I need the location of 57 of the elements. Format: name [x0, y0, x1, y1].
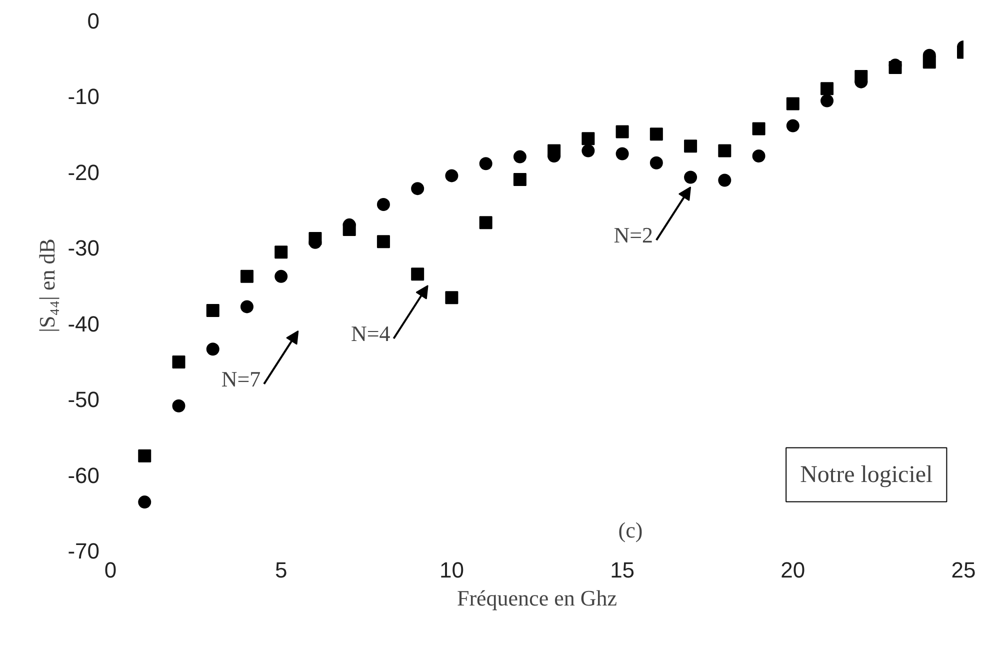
point [786, 119, 800, 132]
point [138, 449, 152, 462]
point [582, 144, 595, 158]
point [376, 198, 390, 211]
point [684, 140, 698, 153]
point [513, 173, 526, 186]
y-tick-label: -70 [68, 538, 100, 564]
annotation: N=4 [350, 321, 390, 346]
y-tick-label: -20 [68, 160, 100, 185]
point [411, 268, 424, 281]
point [513, 150, 526, 164]
point [411, 182, 424, 196]
y-axis-title: |S₄₄| en dB [34, 238, 60, 332]
x-tick-label: 10 [439, 558, 464, 582]
point [582, 132, 595, 146]
point [616, 147, 629, 160]
x-tick-label: 15 [610, 558, 635, 582]
y-tick-label: -50 [68, 387, 100, 412]
point [445, 169, 458, 182]
annotation: Notre logiciel [800, 462, 934, 488]
point [752, 150, 766, 163]
point [445, 291, 458, 304]
point [479, 157, 492, 170]
point [240, 300, 254, 314]
point [616, 125, 629, 138]
point [376, 235, 390, 248]
point [820, 94, 834, 108]
y-tick-label: 0 [87, 8, 100, 34]
point [650, 156, 663, 170]
annotation: (c) [618, 518, 643, 542]
point [752, 122, 766, 136]
point [479, 216, 492, 230]
annotation: N=2 [614, 222, 654, 248]
y-tick-label: -10 [68, 84, 100, 110]
point [240, 270, 254, 283]
point [718, 144, 732, 158]
x-tick-label: 5 [274, 558, 288, 582]
point [206, 342, 220, 356]
point [786, 97, 800, 110]
point [138, 496, 152, 509]
x-tick-label: 25 [951, 558, 976, 582]
x-tick-label: 0 [104, 558, 117, 582]
point [820, 82, 834, 96]
point [274, 246, 288, 259]
point [274, 270, 288, 283]
point [172, 399, 186, 412]
point [206, 304, 220, 317]
y-tick-label: -30 [68, 236, 100, 261]
point [172, 355, 186, 368]
x-axis-title: Fréquence en Ghz [456, 586, 618, 610]
x-tick-label: 20 [780, 558, 806, 582]
point [718, 174, 732, 187]
point [650, 128, 663, 141]
y-tick-label: -40 [68, 311, 100, 336]
point [684, 170, 698, 184]
y-tick-label: -60 [68, 462, 100, 488]
annotation: N=7 [221, 366, 261, 392]
